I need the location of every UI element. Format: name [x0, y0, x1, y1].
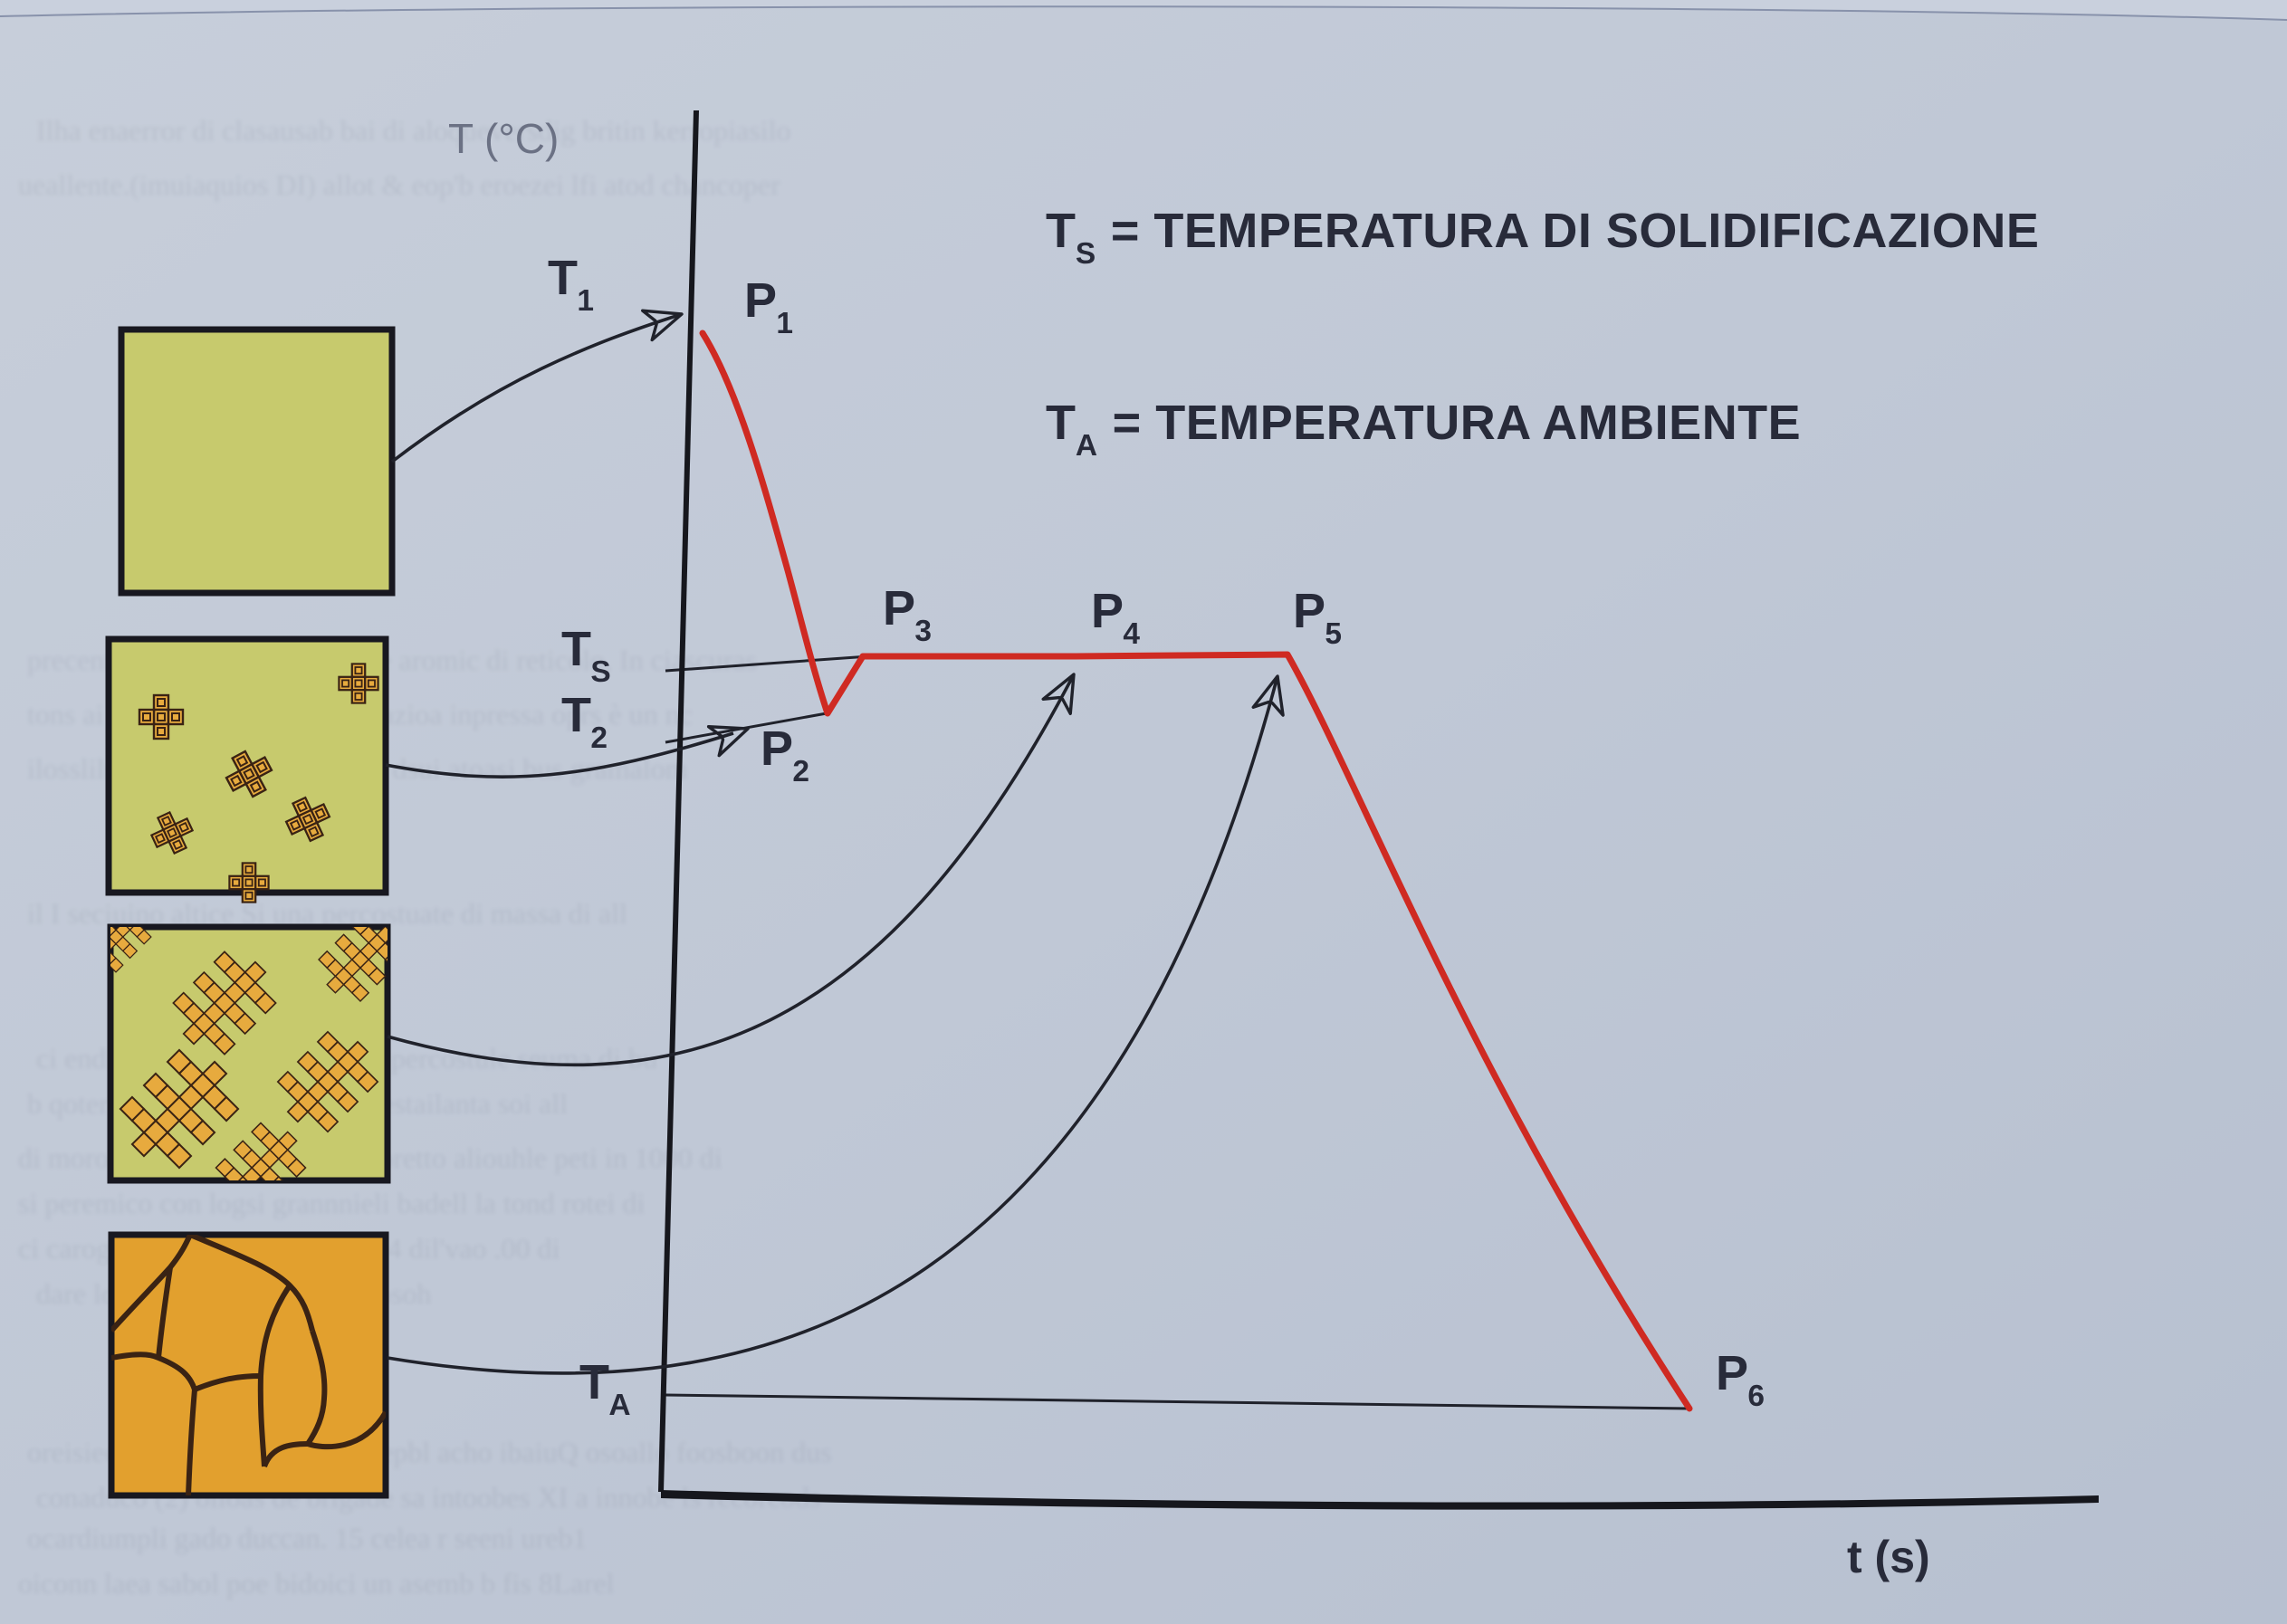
svg-text:ueallente.(imuiaquios DI) allo: ueallente.(imuiaquios DI) allot & eop'b …	[18, 168, 780, 201]
svg-text:ocardiumpli gado duccan. 15 ce: ocardiumpli gado duccan. 15 celea r seen…	[27, 1522, 587, 1554]
svg-text:Ilha enaerror di clasausab bai: Ilha enaerror di clasausab bai di aloque…	[36, 114, 790, 147]
svg-text:oiconn laea sabol poe bidoici: oiconn laea sabol poe bidoici un asemb b…	[18, 1567, 615, 1600]
svg-text:si peremico con logsi grannnie: si peremico con logsi grannnieli badell …	[18, 1187, 645, 1219]
